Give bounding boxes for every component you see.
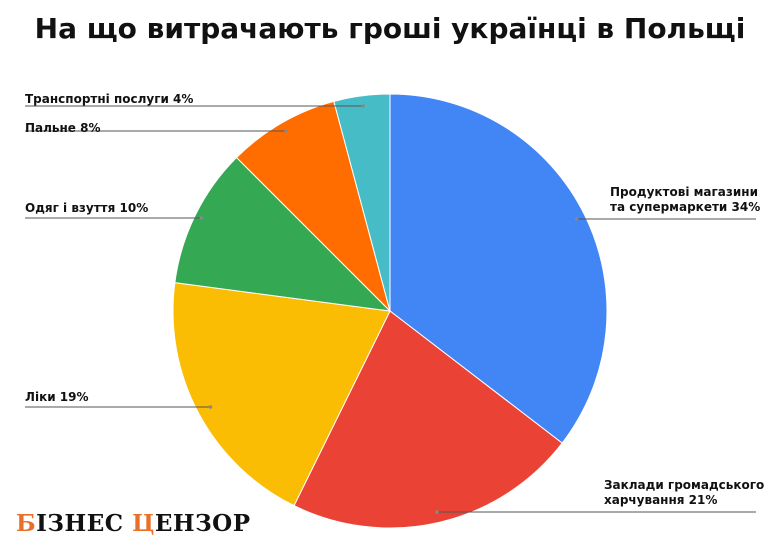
slice-label-3-0: Одяг і взуття 10% [25, 201, 148, 215]
pie-slice-5 [333, 93, 391, 312]
slice-label-0-0: Продуктові магазини [610, 185, 758, 199]
slice-label-4-0: Пальне 8% [25, 121, 101, 135]
leader-dot-1 [435, 510, 439, 514]
pie-slice-2 [172, 282, 391, 507]
brand-logo: БІЗНЕС ЦЕНЗОР [16, 510, 251, 537]
pie-slice-0 [389, 93, 608, 444]
slice-label-2-0: Ліки 19% [25, 390, 89, 404]
slice-label-1-0: Заклади громадського [604, 478, 764, 492]
chart-title: На що витрачають гроші українці в Польщі [34, 12, 746, 45]
slice-label-0-1: та супермаркети 34% [610, 200, 760, 214]
pie-slice-3 [174, 156, 392, 312]
pie-slice-4 [235, 100, 391, 313]
pie-slice-1 [293, 310, 563, 529]
leader-dot-3 [199, 216, 204, 220]
leader-dot-2 [208, 405, 213, 409]
leader-dot-0 [574, 217, 579, 221]
slice-label-5-0: Транспортні послуги 4% [25, 92, 193, 106]
leader-dot-4 [284, 129, 288, 133]
leader-dot-5 [361, 104, 365, 108]
slice-label-1-1: харчування 21% [604, 493, 717, 507]
